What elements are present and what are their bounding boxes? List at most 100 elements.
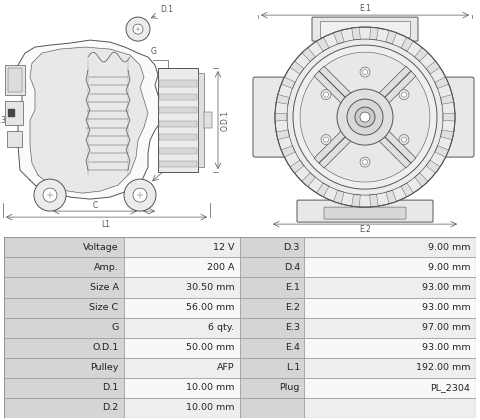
Bar: [204, 112, 212, 128]
Circle shape: [360, 67, 370, 77]
Text: AFP: AFP: [216, 363, 234, 372]
Bar: [124, 338, 240, 358]
Polygon shape: [314, 66, 354, 107]
Bar: [5, 101, 23, 125]
Bar: [240, 398, 304, 418]
Text: O.D.1: O.D.1: [92, 343, 119, 352]
Bar: [124, 257, 240, 278]
Text: 9.00 mm: 9.00 mm: [428, 243, 470, 252]
Bar: [124, 318, 240, 338]
Text: 97.00 mm: 97.00 mm: [422, 323, 470, 332]
Bar: [240, 318, 304, 338]
Polygon shape: [415, 173, 428, 186]
Text: G: G: [111, 323, 119, 332]
Bar: [158, 68, 198, 172]
Text: E.2: E.2: [359, 225, 371, 234]
Text: G: G: [151, 47, 157, 56]
Bar: [159, 147, 197, 154]
Polygon shape: [275, 113, 287, 121]
Polygon shape: [401, 183, 413, 197]
FancyBboxPatch shape: [445, 77, 474, 157]
Bar: [4, 398, 124, 418]
Circle shape: [124, 179, 156, 211]
Polygon shape: [290, 160, 304, 173]
Text: D.4: D.4: [284, 263, 300, 272]
Text: D.1: D.1: [102, 383, 119, 392]
Text: 200 A: 200 A: [207, 263, 234, 272]
Bar: [304, 237, 476, 257]
Circle shape: [133, 188, 147, 202]
Text: PL_2304: PL_2304: [431, 383, 470, 392]
Polygon shape: [443, 113, 455, 121]
Text: D.1: D.1: [160, 5, 173, 14]
Bar: [159, 121, 197, 127]
Polygon shape: [334, 190, 344, 204]
Polygon shape: [314, 128, 354, 168]
Circle shape: [324, 92, 328, 97]
Text: D.3: D.3: [0, 116, 6, 125]
Circle shape: [321, 89, 331, 100]
Text: Plug: Plug: [280, 383, 300, 392]
Polygon shape: [441, 130, 454, 139]
Circle shape: [360, 157, 370, 167]
Text: Pulley: Pulley: [90, 363, 119, 372]
Text: E.4: E.4: [285, 343, 300, 352]
Text: E.3: E.3: [285, 323, 300, 332]
Circle shape: [321, 134, 331, 144]
Text: L.1: L.1: [286, 363, 300, 372]
Bar: [240, 358, 304, 378]
Polygon shape: [376, 128, 416, 168]
Bar: [304, 398, 476, 418]
Bar: [4, 358, 124, 378]
Text: Voltage: Voltage: [83, 243, 119, 252]
Polygon shape: [317, 37, 329, 51]
Text: L1: L1: [101, 220, 110, 229]
Polygon shape: [435, 77, 449, 89]
Circle shape: [399, 89, 409, 100]
Text: E.1: E.1: [359, 4, 371, 13]
Bar: [124, 237, 240, 257]
Polygon shape: [281, 77, 295, 89]
Bar: [7, 131, 22, 147]
Text: D.2: D.2: [166, 159, 179, 168]
Text: Amp.: Amp.: [94, 263, 119, 272]
Polygon shape: [386, 30, 396, 44]
Text: 10.00 mm: 10.00 mm: [186, 403, 234, 412]
Circle shape: [347, 99, 383, 135]
Bar: [124, 358, 240, 378]
Circle shape: [360, 112, 370, 122]
Polygon shape: [323, 134, 407, 182]
Polygon shape: [281, 146, 295, 157]
Bar: [240, 237, 304, 257]
Bar: [8, 68, 22, 92]
Text: 93.00 mm: 93.00 mm: [422, 303, 470, 312]
Text: Size A: Size A: [90, 283, 119, 292]
Bar: [4, 297, 124, 318]
FancyBboxPatch shape: [324, 207, 406, 219]
Text: D.3: D.3: [284, 243, 300, 252]
Polygon shape: [317, 183, 329, 197]
FancyBboxPatch shape: [297, 200, 433, 222]
Bar: [304, 297, 476, 318]
Bar: [320, 21, 410, 37]
Bar: [304, 318, 476, 338]
Circle shape: [401, 92, 407, 97]
Circle shape: [337, 89, 393, 145]
Circle shape: [275, 27, 455, 207]
Polygon shape: [290, 61, 304, 74]
Bar: [4, 338, 124, 358]
Bar: [4, 378, 124, 398]
Circle shape: [401, 137, 407, 142]
Bar: [4, 257, 124, 278]
Text: 10.00 mm: 10.00 mm: [186, 383, 234, 392]
Bar: [159, 134, 197, 140]
Text: E.2: E.2: [285, 303, 300, 312]
Text: 93.00 mm: 93.00 mm: [422, 283, 470, 292]
Bar: [159, 81, 197, 87]
Circle shape: [355, 107, 375, 127]
Text: O.D.1: O.D.1: [221, 110, 230, 131]
Polygon shape: [435, 146, 449, 157]
Text: D.2: D.2: [102, 403, 119, 412]
Polygon shape: [415, 47, 428, 61]
Polygon shape: [382, 75, 430, 159]
